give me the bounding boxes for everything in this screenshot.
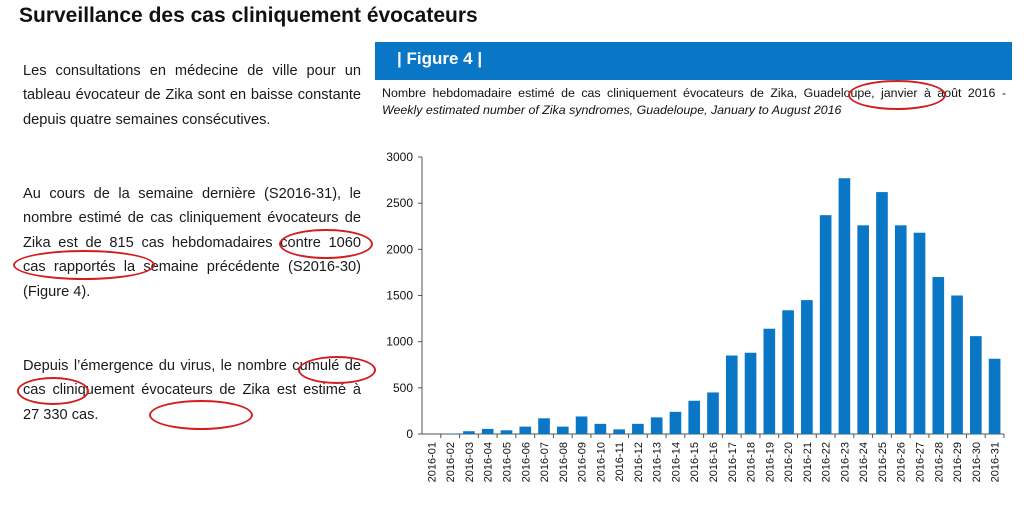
- bar-2016-24: [857, 225, 870, 434]
- y-tick-label: 1500: [386, 289, 413, 303]
- x-tick-label: 2016-27: [915, 442, 927, 482]
- caption-english: Weekly estimated number of Zika syndrome…: [382, 103, 842, 117]
- bar-2016-19: [763, 328, 776, 434]
- figure-banner: | Figure 4 |: [375, 42, 1012, 80]
- bar-2016-09: [575, 416, 588, 434]
- y-tick-label: 0: [406, 427, 413, 441]
- bar-2016-17: [725, 355, 738, 434]
- x-tick-label: 2016-12: [633, 442, 645, 482]
- x-tick-label: 2016-20: [783, 442, 795, 482]
- x-tick-label: 2016-16: [708, 442, 720, 482]
- caption-french: Nombre hebdomadaire estimé de cas cliniq…: [382, 86, 1006, 100]
- paragraph-cumulative-cases: Depuis l’émergence du virus, le nombre c…: [23, 358, 361, 423]
- bar-2016-23: [838, 178, 851, 434]
- bar-2016-26: [894, 225, 907, 434]
- bar-2016-21: [801, 300, 813, 434]
- x-tick-label: 2016-31: [990, 442, 1002, 482]
- bar-2016-07: [538, 418, 550, 434]
- bar-2016-13: [650, 417, 663, 434]
- y-tick-label: 1000: [386, 335, 413, 349]
- y-tick-label: 3000: [386, 150, 413, 164]
- x-tick-label: 2016-14: [670, 442, 682, 482]
- x-tick-label: 2016-03: [464, 442, 476, 482]
- paragraph-weekly-cases: Au cours de la semaine dernière (S2016-3…: [23, 186, 361, 300]
- bar-2016-31: [988, 358, 1001, 434]
- bar-2016-04: [481, 428, 494, 434]
- y-tick-label: 500: [393, 381, 413, 395]
- x-tick-label: 2016-21: [802, 442, 814, 482]
- x-tick-label: 2016-10: [595, 442, 607, 482]
- x-tick-label: 2016-08: [558, 442, 570, 482]
- x-tick-label: 2016-18: [746, 442, 758, 482]
- x-tick-label: 2016-25: [877, 442, 889, 482]
- x-tick-label: 2016-04: [483, 442, 495, 482]
- bar-2016-10: [594, 423, 607, 434]
- bar-2016-15: [688, 400, 701, 434]
- bar-2016-12: [632, 423, 644, 434]
- bar-2016-16: [707, 392, 719, 434]
- x-tick-label: 2016-15: [689, 442, 701, 482]
- figure-label: | Figure 4 |: [397, 49, 483, 68]
- x-tick-label: 2016-01: [426, 442, 438, 482]
- bar-2016-30: [970, 336, 982, 434]
- y-tick-label: 2000: [386, 242, 413, 256]
- x-tick-label: 2016-23: [839, 442, 851, 482]
- x-tick-label: 2016-07: [539, 442, 551, 482]
- x-tick-label: 2016-22: [821, 442, 833, 482]
- bar-chart: 0 500 1000 1500 2000 2500 3000 2016-01 2016-02 20…: [386, 150, 1005, 482]
- bar-2016-03: [463, 431, 475, 434]
- bar-2016-06: [519, 426, 532, 434]
- bar-2016-05: [500, 430, 513, 434]
- x-tick-label: 2016-29: [952, 442, 964, 482]
- x-tick-label: 2016-11: [614, 442, 626, 482]
- figure-caption: Nombre hebdomadaire estimé de cas cliniq…: [382, 85, 1006, 119]
- x-tick-label: 2016-30: [971, 442, 983, 482]
- x-tick-label: 2016-28: [933, 442, 945, 482]
- page-title: Surveillance des cas cliniquement évocat…: [19, 4, 478, 27]
- bar-2016-27: [913, 232, 926, 434]
- x-tick-label: 2016-06: [520, 442, 532, 482]
- x-tick-label: 2016-17: [727, 442, 739, 482]
- bar-2016-08: [556, 426, 569, 434]
- x-tick-label: 2016-02: [445, 442, 457, 482]
- paragraph-consultations: Les consultations en médecine de ville p…: [23, 63, 361, 128]
- bar-2016-28: [932, 277, 945, 434]
- x-tick-label: 2016-24: [858, 442, 870, 482]
- x-tick-label: 2016-09: [577, 442, 589, 482]
- bar-2016-18: [744, 352, 757, 434]
- bar-2016-11: [613, 429, 625, 434]
- y-tick-label: 2500: [386, 196, 413, 210]
- x-tick-label: 2016-05: [501, 442, 513, 482]
- bar-2016-25: [876, 192, 888, 434]
- bar-2016-20: [782, 310, 794, 434]
- bar-2016-14: [669, 411, 682, 434]
- x-tick-label: 2016-13: [652, 442, 664, 482]
- x-tick-label: 2016-26: [896, 442, 908, 482]
- bar-2016-22: [819, 215, 832, 434]
- x-tick-label: 2016-19: [764, 442, 776, 482]
- bar-2016-29: [951, 295, 963, 434]
